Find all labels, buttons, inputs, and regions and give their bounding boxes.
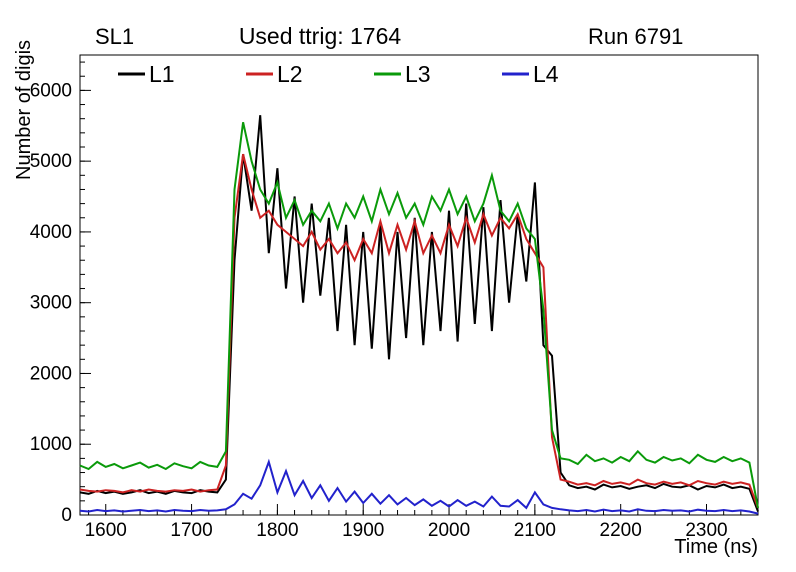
- legend-label-L4: L4: [533, 61, 559, 87]
- legend-label-L1: L1: [149, 61, 175, 87]
- legend-label-L3: L3: [405, 61, 431, 87]
- y-tick-label: 3000: [30, 293, 72, 314]
- series-line-L1: [79, 115, 759, 512]
- series-line-L3: [79, 121, 759, 509]
- superlayer-label: SL1: [95, 24, 135, 49]
- y-axis-title: Number of digis: [13, 40, 35, 180]
- y-tick-label: 2000: [30, 363, 72, 384]
- x-tick-label: 2200: [600, 520, 642, 541]
- x-tick-label: 1900: [342, 520, 384, 541]
- x-tick-label: 2000: [428, 520, 470, 541]
- x-axis-title: Time (ns): [674, 536, 758, 558]
- x-tick-label: 1700: [170, 520, 212, 541]
- plot-frame: [79, 54, 759, 516]
- legend-label-L2: L2: [277, 61, 303, 87]
- y-tick-label: 1000: [30, 434, 72, 455]
- y-tick-label: 6000: [30, 80, 72, 101]
- series-line-L4: [79, 458, 759, 515]
- x-tick-label: 2300: [685, 520, 727, 541]
- x-tick-label: 1600: [85, 520, 127, 541]
- run-number-label: Run 6791: [588, 24, 684, 49]
- series-line-L2: [79, 153, 759, 509]
- y-tick-label: 0: [61, 505, 72, 526]
- y-tick-label: 5000: [30, 151, 72, 172]
- plot-title: Used ttrig: 1764: [238, 23, 402, 49]
- y-tick-label: 4000: [30, 222, 72, 243]
- x-tick-label: 2100: [514, 520, 556, 541]
- x-tick-label: 1800: [256, 520, 298, 541]
